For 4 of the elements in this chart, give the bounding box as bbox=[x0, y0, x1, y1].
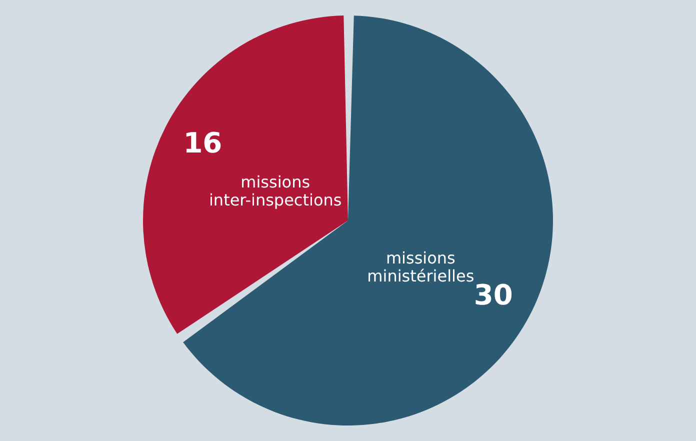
data-label: 16 bbox=[183, 126, 222, 160]
slice-label: missions inter-inspections bbox=[208, 172, 342, 210]
data-label: 30 bbox=[474, 278, 513, 312]
slice-label: missions ministérielles bbox=[367, 248, 474, 286]
